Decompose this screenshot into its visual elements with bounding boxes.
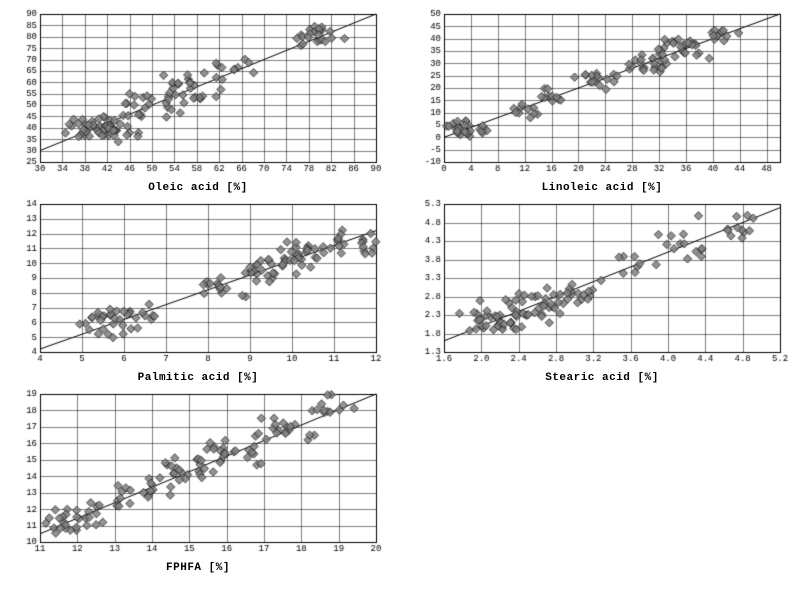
chart-canvas-linoleic xyxy=(416,8,788,180)
chart-canvas-stearic xyxy=(416,198,788,370)
xlabel-oleic: Oleic acid [%] xyxy=(148,182,247,194)
chart-fphfa xyxy=(12,388,384,560)
chart-cell-fphfa: FPHFA [%] xyxy=(8,388,388,574)
xlabel-palmitic: Palmitic acid [%] xyxy=(138,372,259,384)
chart-stearic xyxy=(416,198,788,370)
chart-palmitic xyxy=(12,198,384,370)
chart-cell-empty xyxy=(412,388,792,574)
chart-cell-oleic: Oleic acid [%] xyxy=(8,8,388,194)
xlabel-linoleic: Linoleic acid [%] xyxy=(542,182,663,194)
chart-canvas-fphfa xyxy=(12,388,384,560)
chart-grid: Oleic acid [%] Linoleic acid [%] Palmiti… xyxy=(8,8,792,574)
chart-canvas-oleic xyxy=(12,8,384,180)
chart-canvas-palmitic xyxy=(12,198,384,370)
chart-linoleic xyxy=(416,8,788,180)
chart-cell-linoleic: Linoleic acid [%] xyxy=(412,8,792,194)
xlabel-stearic: Stearic acid [%] xyxy=(545,372,659,384)
chart-cell-palmitic: Palmitic acid [%] xyxy=(8,198,388,384)
xlabel-fphfa: FPHFA [%] xyxy=(166,562,230,574)
chart-cell-stearic: Stearic acid [%] xyxy=(412,198,792,384)
chart-oleic xyxy=(12,8,384,180)
